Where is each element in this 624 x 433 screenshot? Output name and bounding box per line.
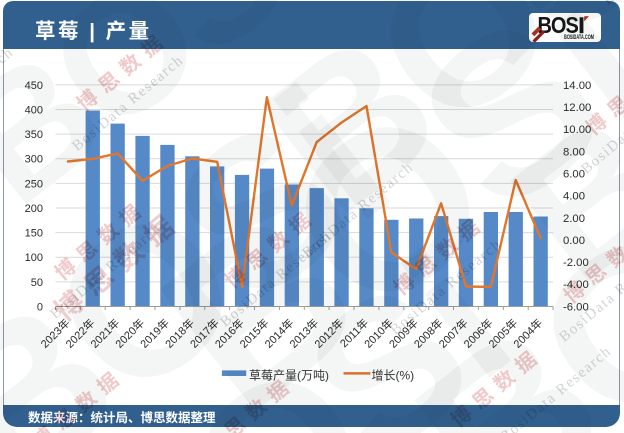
svg-text:14.00: 14.00 xyxy=(563,80,591,92)
svg-text:6.00: 6.00 xyxy=(563,168,585,180)
svg-text:8.00: 8.00 xyxy=(563,146,585,158)
svg-text:-6.00: -6.00 xyxy=(563,301,589,313)
svg-text:300: 300 xyxy=(25,154,43,166)
svg-text:250: 250 xyxy=(25,178,43,190)
svg-text:2.00: 2.00 xyxy=(563,213,585,225)
svg-text:100: 100 xyxy=(25,252,43,264)
svg-text:BOS: BOS xyxy=(538,13,579,39)
svg-text:增长(%): 增长(%) xyxy=(372,369,415,383)
svg-text:BOSIDATA.COM: BOSIDATA.COM xyxy=(564,34,594,41)
svg-text:350: 350 xyxy=(25,129,43,141)
svg-text:0.00: 0.00 xyxy=(563,235,585,247)
svg-text:4.00: 4.00 xyxy=(563,191,585,203)
svg-text:50: 50 xyxy=(31,277,43,289)
svg-text:草莓产量(万吨): 草莓产量(万吨) xyxy=(249,369,329,383)
svg-text:12.00: 12.00 xyxy=(563,102,591,114)
svg-text:150: 150 xyxy=(25,228,43,240)
svg-text:10.00: 10.00 xyxy=(563,124,591,136)
svg-text:-2.00: -2.00 xyxy=(563,257,589,269)
svg-text:0: 0 xyxy=(37,301,43,313)
svg-text:200: 200 xyxy=(25,203,43,215)
svg-text:450: 450 xyxy=(25,80,43,92)
svg-text:400: 400 xyxy=(25,104,43,116)
svg-text:-4.00: -4.00 xyxy=(563,279,589,291)
